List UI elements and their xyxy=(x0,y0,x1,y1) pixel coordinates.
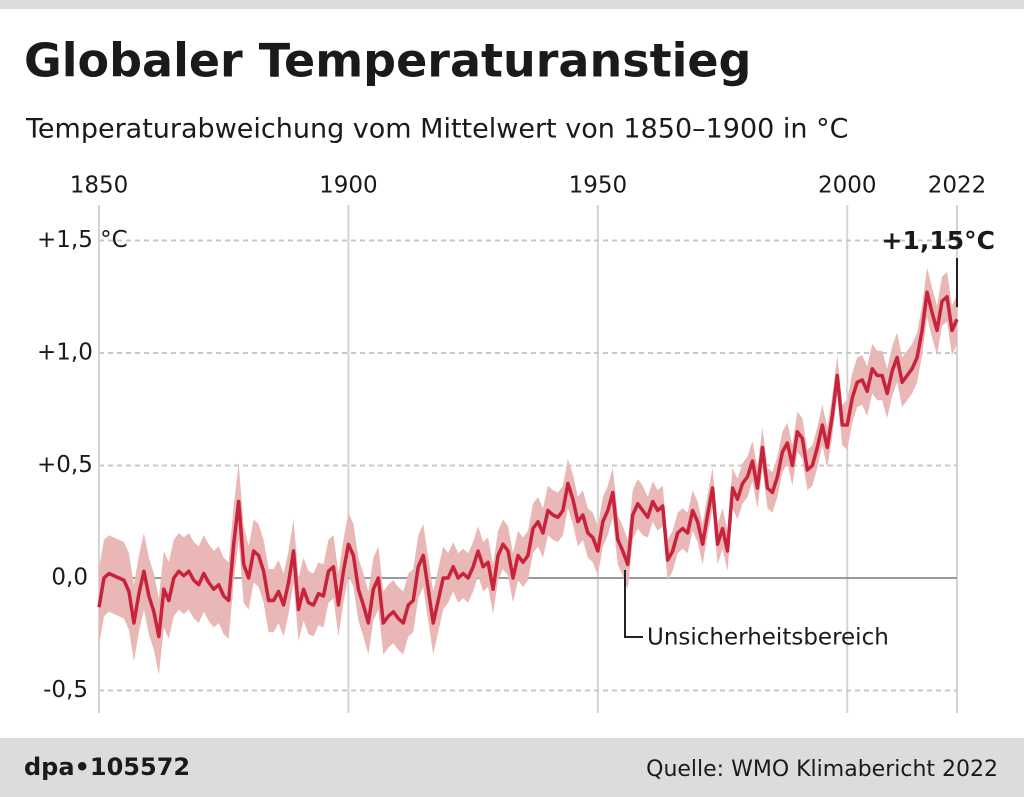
annotation-line xyxy=(624,570,643,638)
x-tick-label: 1850 xyxy=(70,173,129,199)
temperature-line xyxy=(97,290,959,639)
footer-band xyxy=(0,738,1024,797)
x-tick-label: 1950 xyxy=(569,173,628,199)
source: Quelle: WMO Klimabericht 2022 xyxy=(646,757,998,782)
chart-title: Globaler Temperaturanstieg xyxy=(24,34,752,88)
annotation: +1,15°C xyxy=(882,226,995,255)
top-strip xyxy=(0,0,1024,9)
y-tick-label: +0,5 xyxy=(37,452,93,478)
annotation: Unsicherheitsbereich xyxy=(647,625,889,651)
y-tick-label: +1,5 °C xyxy=(37,227,128,253)
x-tick-label: 2000 xyxy=(818,173,877,199)
y-tick-label: +1,0 xyxy=(37,340,93,366)
y-tick-label: -0,5 xyxy=(43,677,88,703)
y-tick-label: 0,0 xyxy=(51,565,88,591)
uncertainty-band xyxy=(99,267,957,675)
footer-left: dpa•105572 xyxy=(24,753,190,781)
x-tick-label: 1900 xyxy=(319,173,378,199)
x-tick-label: 2022 xyxy=(928,173,987,199)
chart-subtitle: Temperaturabweichung vom Mittelwert von … xyxy=(25,114,848,145)
